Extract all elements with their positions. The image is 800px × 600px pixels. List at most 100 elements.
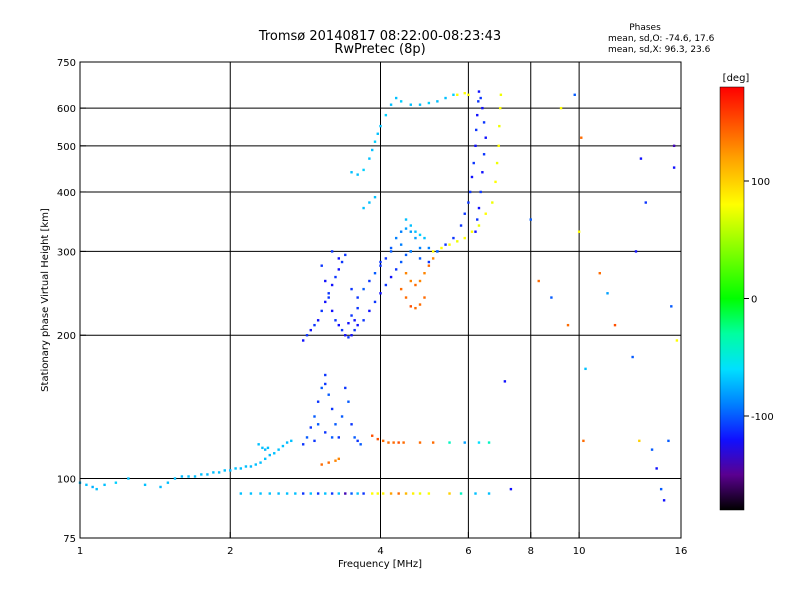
data-point — [249, 465, 253, 468]
data-point — [409, 305, 412, 308]
data-point — [324, 382, 327, 386]
data-point — [249, 492, 253, 495]
data-point — [394, 96, 398, 100]
data-point — [394, 236, 398, 240]
data-point — [479, 96, 482, 100]
data-point — [414, 236, 417, 240]
data-point — [474, 492, 477, 495]
data-point — [477, 90, 481, 93]
data-point — [373, 300, 377, 304]
y-tick-label: 400 — [57, 188, 76, 199]
data-point — [495, 161, 499, 165]
data-point — [359, 443, 362, 446]
data-point — [324, 373, 327, 377]
data-point — [423, 272, 426, 275]
data-point — [409, 230, 412, 233]
data-point — [330, 250, 334, 253]
data-point — [301, 492, 305, 495]
data-point — [337, 268, 341, 271]
data-point — [397, 441, 400, 444]
data-point — [327, 292, 330, 295]
data-point — [376, 437, 379, 441]
data-point — [316, 400, 320, 403]
data-point — [580, 136, 583, 139]
data-point — [431, 250, 435, 253]
data-point — [418, 303, 422, 306]
data-point — [309, 492, 312, 495]
data-point — [350, 314, 353, 317]
data-point — [159, 485, 162, 489]
colorbar-tick-label: 100 — [751, 177, 770, 188]
data-point — [389, 250, 393, 253]
data-point — [239, 492, 243, 495]
data-point — [463, 212, 466, 215]
data-point — [598, 272, 601, 275]
data-point — [200, 473, 203, 476]
phases-heading: Phases — [629, 23, 661, 33]
data-point — [470, 230, 474, 233]
colorbar-label: [deg] — [723, 73, 750, 84]
data-point — [431, 441, 435, 444]
data-point — [324, 300, 327, 304]
data-point — [353, 328, 356, 332]
data-point — [350, 423, 353, 426]
data-point — [476, 113, 479, 117]
data-point — [337, 492, 341, 495]
data-point — [404, 272, 408, 275]
data-point — [347, 400, 350, 403]
data-point — [427, 260, 431, 264]
data-point — [399, 260, 403, 264]
data-point — [223, 469, 226, 472]
data-point — [330, 309, 334, 313]
data-point — [476, 218, 479, 221]
data-point — [344, 386, 347, 390]
data-point — [487, 492, 491, 495]
data-point — [371, 492, 374, 495]
data-point — [394, 268, 398, 271]
data-point — [418, 233, 422, 237]
x-tick-label: 16 — [675, 546, 688, 557]
data-point — [397, 492, 400, 495]
x-tick-label: 4 — [377, 546, 383, 557]
data-point — [452, 93, 455, 96]
data-point — [418, 492, 422, 495]
data-point — [114, 481, 118, 484]
data-point — [440, 246, 443, 250]
data-point — [313, 323, 316, 327]
data-point — [448, 243, 451, 246]
data-point — [474, 128, 478, 132]
data-point — [376, 132, 379, 135]
data-point — [362, 492, 365, 495]
data-point — [273, 452, 276, 455]
data-point — [320, 386, 323, 390]
data-point — [277, 448, 280, 451]
data-point — [409, 103, 412, 106]
phases-x-line: mean, sd,X: 96.3, 23.6 — [608, 45, 711, 55]
data-point — [566, 323, 570, 327]
data-point — [305, 436, 309, 439]
data-point — [290, 439, 293, 443]
data-point — [173, 477, 177, 480]
y-tick-label: 500 — [57, 142, 76, 153]
data-point — [353, 319, 356, 322]
data-point — [259, 461, 262, 464]
data-point — [404, 227, 408, 230]
data-point — [418, 279, 422, 283]
data-point — [362, 319, 365, 322]
data-point — [404, 218, 408, 221]
y-tick-label: 75 — [63, 534, 76, 545]
data-point — [639, 157, 643, 160]
data-point — [482, 153, 486, 156]
axis-ticks: 1 2 4 6 8 10 16 75 100 200 300 400 500 600 750 — [57, 58, 687, 557]
data-point — [418, 257, 422, 260]
data-point — [344, 492, 347, 495]
data-point — [456, 240, 459, 243]
data-point — [423, 236, 426, 240]
data-point — [467, 93, 470, 96]
data-point — [330, 283, 334, 287]
data-point — [499, 93, 503, 96]
data-point — [330, 436, 334, 439]
data-point — [404, 253, 408, 257]
data-point — [143, 483, 147, 487]
